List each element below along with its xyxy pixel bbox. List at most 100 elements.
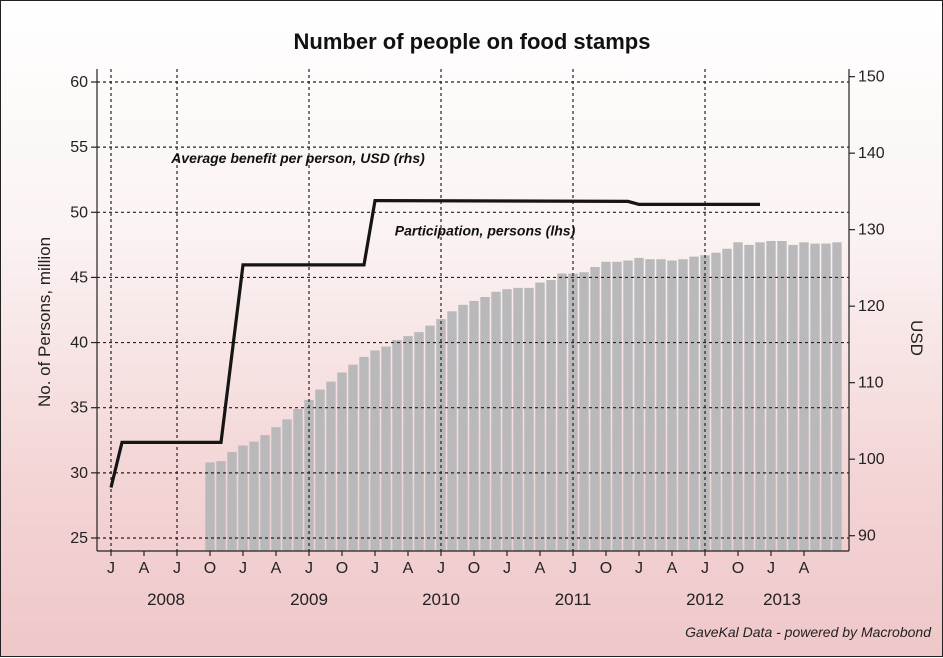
axes: 25 30 35 40 45 50 55 60 90 100 110 120 130 140 150 J A J O… (70, 69, 885, 609)
y-left-tick-label: 35 (70, 400, 88, 417)
participation-bar (667, 260, 677, 551)
participation-bar (722, 248, 732, 552)
participation-bar (392, 340, 402, 551)
y-left-tick-label: 50 (70, 204, 88, 221)
y-right-tick-label: 140 (858, 145, 885, 162)
x-tick-label: J (437, 560, 445, 577)
source-note: GaveKal Data - powered by Macrobond (685, 624, 932, 640)
x-tick-label: J (239, 560, 247, 577)
y-left-tick-label: 55 (70, 139, 88, 156)
participation-bar (788, 244, 798, 551)
participation-bar (557, 273, 567, 551)
participation-bar (216, 461, 226, 551)
participation-bar (205, 462, 215, 551)
participation-bar (810, 243, 820, 551)
participation-bar (766, 241, 776, 551)
x-tick-label: J (371, 560, 379, 577)
participation-bar (601, 261, 611, 551)
participation-bar (535, 282, 545, 551)
participation-bar (227, 452, 237, 551)
participation-bar (403, 336, 413, 551)
participation-bar (414, 332, 424, 551)
x-tick-label: J (701, 560, 709, 577)
participation-bar (249, 441, 259, 551)
participation-bar (381, 346, 391, 551)
participation-bar (832, 242, 842, 552)
participation-bar (282, 419, 292, 551)
y-right-tick-label: 110 (858, 375, 884, 392)
y-right-tick-label: 90 (858, 528, 876, 545)
participation-bar (293, 409, 303, 551)
y-axis-left-title: No. of Persons, million (35, 237, 54, 407)
x-tick-label: A (403, 560, 414, 577)
participation-bar (733, 242, 743, 552)
bar-series (205, 241, 842, 552)
participation-bar (711, 252, 721, 551)
participation-bar (755, 242, 765, 552)
y-right-tick-label: 120 (858, 298, 885, 315)
participation-bar (579, 272, 589, 551)
participation-bar (447, 311, 457, 551)
x-tick-label: J (569, 560, 577, 577)
y-right-tick-label: 150 (858, 69, 885, 86)
y-axis-right-title: USD (907, 320, 926, 356)
participation-bar (370, 350, 380, 551)
x-tick-label: J (503, 560, 511, 577)
x-year-label: 2008 (147, 590, 185, 609)
x-tick-label: O (468, 560, 480, 577)
gridlines (97, 69, 849, 551)
participation-bar (612, 261, 622, 551)
participation-bar (634, 257, 644, 551)
participation-bar (359, 356, 369, 551)
participation-bar (700, 255, 710, 552)
participation-bar (777, 241, 787, 551)
x-tick-label: J (173, 560, 181, 577)
participation-bar (645, 259, 655, 551)
x-tick-label: J (635, 560, 643, 577)
participation-bar (799, 242, 809, 552)
participation-bar (348, 364, 358, 551)
x-tick-label: O (336, 560, 348, 577)
x-year-label: 2013 (763, 590, 801, 609)
participation-bar (590, 267, 600, 551)
participation-bar (271, 427, 281, 551)
x-tick-label: A (535, 560, 546, 577)
participation-bar (678, 259, 688, 551)
x-year-label: 2011 (555, 590, 592, 609)
benefit-line (109, 198, 760, 488)
participation-bar (337, 372, 347, 551)
participation-bar (326, 381, 336, 551)
y-left-tick-label: 25 (70, 530, 88, 547)
x-tick-label: J (107, 560, 115, 577)
x-tick-label: O (600, 560, 612, 577)
participation-bar (458, 304, 468, 551)
x-tick-label: A (799, 560, 810, 577)
participation-bar (821, 243, 831, 551)
participation-bar (689, 256, 699, 551)
series-annotation: Participation, persons (lhs) (395, 223, 576, 239)
y-right-tick-label: 100 (858, 451, 885, 468)
x-year-label: 2012 (686, 590, 724, 609)
participation-bar (260, 435, 270, 551)
participation-bar (656, 259, 666, 551)
participation-bar (480, 297, 490, 551)
annotations: Average benefit per person, USD (rhs) Par… (170, 150, 575, 239)
participation-bar (524, 287, 534, 551)
participation-bar (513, 287, 523, 551)
x-tick-label: O (732, 560, 744, 577)
x-tick-label: O (204, 560, 216, 577)
y-left-tick-label: 60 (70, 74, 88, 91)
x-tick-label: J (767, 560, 775, 577)
participation-bar (623, 260, 633, 551)
chart-title: Number of people on food stamps (294, 29, 651, 54)
participation-bar (502, 289, 512, 551)
line-series (109, 198, 760, 488)
x-tick-label: A (271, 560, 282, 577)
participation-bar (744, 244, 754, 551)
series-annotation: Average benefit per person, USD (rhs) (170, 150, 425, 166)
y-right-tick-label: 130 (858, 222, 885, 239)
y-left-tick-label: 45 (70, 269, 88, 286)
x-year-label: 2009 (290, 590, 328, 609)
